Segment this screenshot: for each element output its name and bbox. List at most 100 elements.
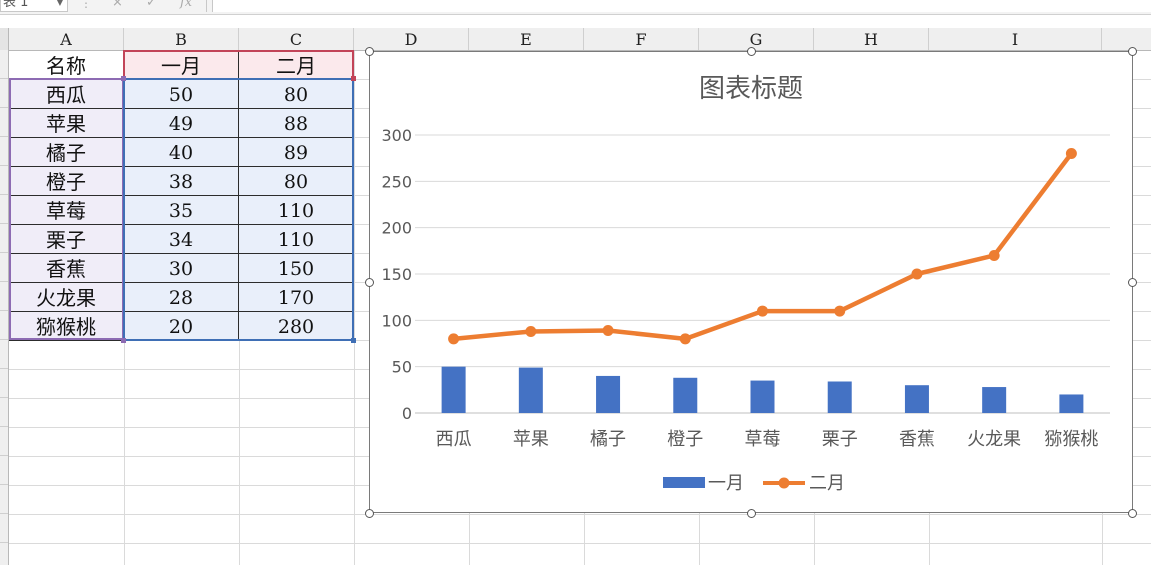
table-cell-feb[interactable]: 89 <box>239 138 354 167</box>
column-header-b[interactable]: B <box>124 28 239 50</box>
column-header-i[interactable]: I <box>929 28 1102 50</box>
x-tick-label: 橘子 <box>590 429 626 450</box>
table-cell-feb[interactable]: 110 <box>239 225 354 254</box>
bar-jan[interactable] <box>518 367 543 413</box>
column-header-c[interactable]: C <box>239 28 354 50</box>
table-cell-jan[interactable]: 34 <box>124 225 239 254</box>
column-header-g[interactable]: G <box>699 28 814 50</box>
table-cell-feb[interactable]: 110 <box>239 196 354 225</box>
chart-title[interactable]: 图表标题 <box>699 74 803 104</box>
table-cell-feb[interactable]: 280 <box>239 312 354 341</box>
point-feb[interactable] <box>525 325 537 337</box>
table-cell-name[interactable]: 橘子 <box>9 138 124 167</box>
line-series-feb[interactable] <box>448 148 1077 345</box>
column-header-h[interactable]: H <box>814 28 929 50</box>
table-cell-jan[interactable]: 38 <box>124 167 239 196</box>
y-axis-labels: 0 50 100 150 200 250 300 <box>381 126 412 423</box>
row-header[interactable] <box>0 253 8 282</box>
chevron-down-icon[interactable]: ▼ <box>56 0 63 7</box>
chart-resize-handle[interactable] <box>365 278 374 287</box>
table-cell-jan[interactable]: 28 <box>124 283 239 312</box>
table-cell-name[interactable]: 苹果 <box>9 109 124 138</box>
table-cell-jan[interactable]: 35 <box>124 196 239 225</box>
column-header-d[interactable]: D <box>354 28 469 50</box>
table-cell-feb[interactable]: 88 <box>239 109 354 138</box>
table-cell-jan[interactable]: 20 <box>124 312 239 341</box>
bar-series-jan[interactable] <box>441 366 1084 413</box>
chart-legend[interactable]: 一月 二月 <box>663 473 845 494</box>
table-cell-jan[interactable]: 40 <box>124 138 239 167</box>
table-cell-feb[interactable]: 80 <box>239 80 354 109</box>
point-feb[interactable] <box>757 305 768 317</box>
table-cell-feb[interactable]: 170 <box>239 283 354 312</box>
point-feb[interactable] <box>834 305 846 317</box>
y-tick-label: 100 <box>381 311 412 330</box>
table-cell-name[interactable]: 火龙果 <box>9 283 124 312</box>
row-header[interactable] <box>0 108 8 137</box>
chart-resize-handle[interactable] <box>1128 509 1137 518</box>
point-feb[interactable] <box>602 325 614 337</box>
bar-jan[interactable] <box>596 375 621 413</box>
row-header[interactable] <box>0 311 8 340</box>
row-header[interactable] <box>0 485 8 514</box>
row-header[interactable] <box>0 456 8 485</box>
table-cell-jan[interactable]: 30 <box>124 254 239 283</box>
name-box[interactable]: 表 1 ▼ <box>0 0 68 12</box>
column-header-j[interactable] <box>1102 28 1151 50</box>
chart-container[interactable]: 图表标题 0 50 100 150 200 250 300 西瓜 苹果 橘子 橙子 草莓 栗子 香蕉 火龙… <box>369 51 1133 513</box>
chart-resize-handle[interactable] <box>365 509 374 518</box>
chart-resize-handle[interactable] <box>747 47 756 56</box>
table-cell-name[interactable]: 猕猴桃 <box>9 312 124 341</box>
table-cell-feb[interactable]: 80 <box>239 167 354 196</box>
point-feb[interactable] <box>1065 148 1077 160</box>
row-header[interactable] <box>0 50 8 79</box>
table-cell-name[interactable]: 香蕉 <box>9 254 124 283</box>
bar-jan[interactable] <box>673 377 698 413</box>
column-header-a[interactable]: A <box>9 28 124 50</box>
select-all-corner[interactable] <box>0 28 9 51</box>
point-feb[interactable] <box>679 333 691 345</box>
point-feb[interactable] <box>448 333 460 345</box>
chart-resize-handle[interactable] <box>1128 47 1137 56</box>
row-header[interactable] <box>0 79 8 108</box>
x-tick-label: 草莓 <box>745 429 781 450</box>
table-cell-jan[interactable]: 50 <box>124 80 239 109</box>
table-cell-jan[interactable]: 49 <box>124 109 239 138</box>
table-cell-name[interactable]: 草莓 <box>9 196 124 225</box>
bar-jan[interactable] <box>1059 394 1084 413</box>
row-header[interactable] <box>0 514 8 543</box>
row-header[interactable] <box>0 282 8 311</box>
row-header[interactable] <box>0 195 8 224</box>
chart-resize-handle[interactable] <box>365 47 374 56</box>
table-header-feb[interactable]: 二月 <box>239 51 354 80</box>
table-header-name[interactable]: 名称 <box>9 51 124 80</box>
table-cell-name[interactable]: 橙子 <box>9 167 124 196</box>
row-header[interactable] <box>0 137 8 166</box>
bar-jan[interactable] <box>904 385 929 413</box>
bar-jan[interactable] <box>827 381 852 413</box>
fx-icon[interactable]: fx <box>180 0 193 10</box>
bar-jan[interactable] <box>982 387 1007 413</box>
legend-label-jan: 一月 <box>708 473 744 494</box>
confirm-icon[interactable]: ✓ <box>146 0 157 10</box>
row-header[interactable] <box>0 340 8 369</box>
row-header[interactable] <box>0 369 8 398</box>
table-cell-name[interactable]: 栗子 <box>9 225 124 254</box>
formula-input[interactable] <box>212 0 1151 12</box>
row-header[interactable] <box>0 166 8 195</box>
table-cell-feb[interactable]: 150 <box>239 254 354 283</box>
row-header[interactable] <box>0 224 8 253</box>
table-cell-name[interactable]: 西瓜 <box>9 80 124 109</box>
bar-jan[interactable] <box>441 366 466 413</box>
row-header[interactable] <box>0 398 8 427</box>
table-header-jan[interactable]: 一月 <box>124 51 239 80</box>
bar-jan[interactable] <box>750 380 775 413</box>
row-header[interactable] <box>0 427 8 456</box>
chart-resize-handle[interactable] <box>747 509 756 518</box>
column-header-e[interactable]: E <box>469 28 584 50</box>
point-feb[interactable] <box>911 268 923 280</box>
point-feb[interactable] <box>988 249 1000 261</box>
cancel-icon[interactable]: × <box>112 0 123 10</box>
column-header-f[interactable]: F <box>584 28 699 50</box>
chart-resize-handle[interactable] <box>1128 278 1137 287</box>
